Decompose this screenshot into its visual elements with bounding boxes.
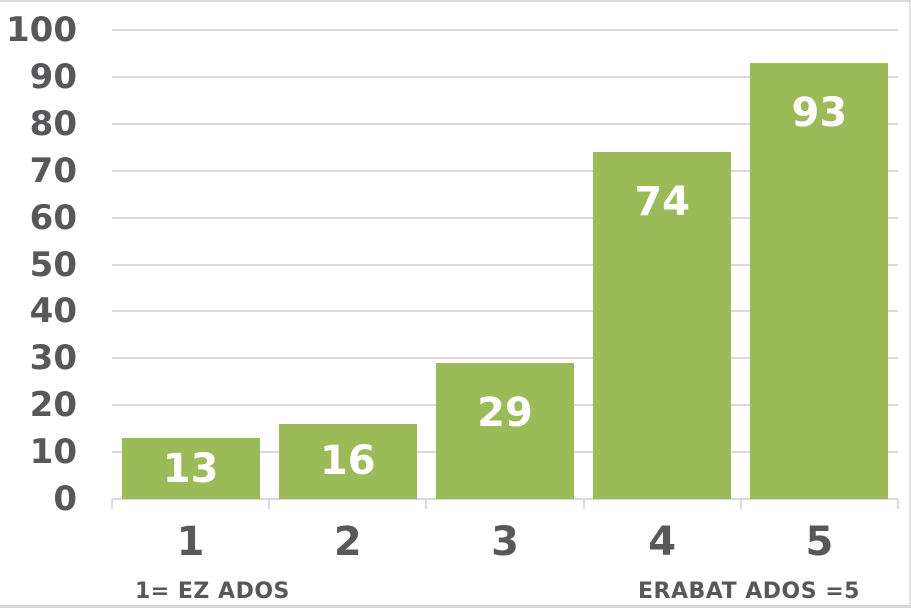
x-tick-mark bbox=[582, 499, 585, 509]
bar: 13 bbox=[121, 438, 260, 499]
bar: 93 bbox=[750, 62, 889, 499]
gridline bbox=[112, 310, 898, 313]
bar-value-label: 13 bbox=[162, 445, 219, 492]
y-tick-label: 40 bbox=[29, 291, 77, 332]
bar-value-label: 74 bbox=[634, 178, 691, 225]
x-tick-label: 2 bbox=[333, 519, 362, 565]
x-tick-mark bbox=[268, 499, 271, 509]
x-tick-label: 3 bbox=[491, 519, 519, 565]
y-tick-label: 80 bbox=[29, 103, 77, 144]
x-tick-mark bbox=[897, 499, 899, 509]
y-tick-label: 90 bbox=[29, 56, 77, 97]
gridline bbox=[112, 498, 898, 500]
y-tick-label: 50 bbox=[29, 244, 77, 285]
bar-value-label: 29 bbox=[477, 389, 533, 436]
x-tick-label: 1 bbox=[176, 519, 205, 565]
bar: 29 bbox=[436, 362, 574, 499]
x-tick-label: 5 bbox=[805, 519, 834, 565]
gridline bbox=[112, 216, 898, 219]
x-tick-mark bbox=[425, 499, 428, 509]
bar: 74 bbox=[593, 151, 732, 499]
y-tick-label: 100 bbox=[6, 10, 77, 50]
gridline bbox=[112, 357, 898, 360]
x-tick-label: 4 bbox=[648, 519, 677, 565]
y-tick-label: 20 bbox=[29, 385, 77, 426]
x-tick-mark bbox=[111, 499, 113, 509]
gridline bbox=[112, 75, 898, 78]
y-tick-label: 10 bbox=[29, 432, 77, 473]
y-tick-label: 30 bbox=[29, 338, 77, 379]
y-tick-label: 70 bbox=[29, 150, 77, 191]
footnote-left-label: 1= EZ ADOS bbox=[135, 579, 290, 604]
gridline bbox=[112, 122, 898, 125]
gridline bbox=[112, 29, 898, 31]
y-tick-label: 0 bbox=[53, 479, 77, 519]
y-tick-label: 60 bbox=[29, 197, 77, 238]
gridline bbox=[112, 169, 898, 172]
footnote-right-label: ERABAT ADOS =5 bbox=[638, 579, 860, 604]
x-tick-mark bbox=[739, 499, 742, 509]
bar-value-label: 93 bbox=[791, 89, 848, 136]
bar: 16 bbox=[278, 423, 417, 499]
bar-value-label: 16 bbox=[319, 438, 376, 485]
gridline bbox=[112, 263, 898, 266]
